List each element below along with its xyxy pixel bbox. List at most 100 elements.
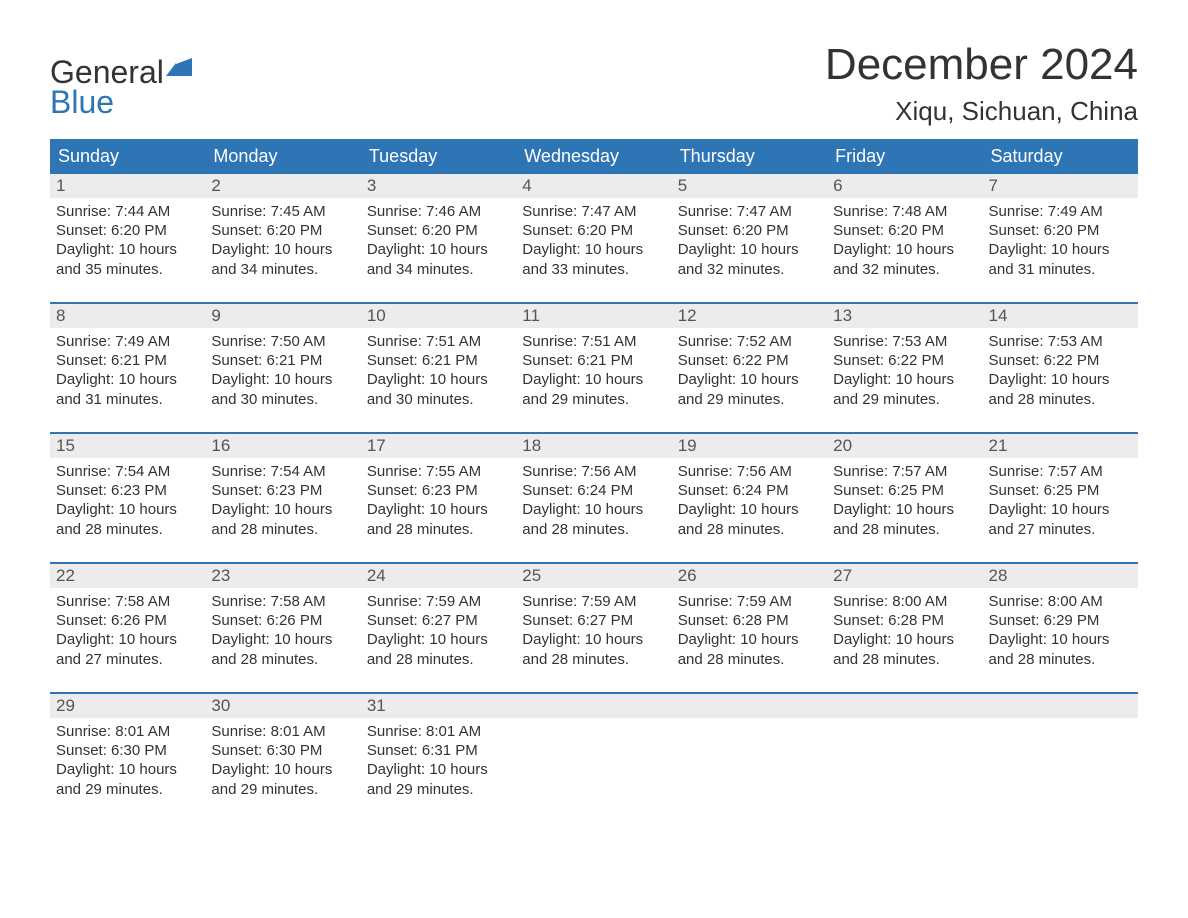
day-cell: 20Sunrise: 7:57 AMSunset: 6:25 PMDayligh… [827,434,982,562]
day-number [516,694,671,718]
sunset-line: Sunset: 6:20 PM [367,221,510,240]
day-number: 4 [516,174,671,198]
weekday-header: Friday [827,139,982,174]
sunrise-line: Sunrise: 7:59 AM [678,592,821,611]
day-details: Sunrise: 7:53 AMSunset: 6:22 PMDaylight:… [827,328,982,415]
day-cell: 24Sunrise: 7:59 AMSunset: 6:27 PMDayligh… [361,564,516,692]
sunrise-line: Sunrise: 7:57 AM [989,462,1132,481]
day-details: Sunrise: 7:58 AMSunset: 6:26 PMDaylight:… [205,588,360,675]
day-details: Sunrise: 7:45 AMSunset: 6:20 PMDaylight:… [205,198,360,285]
daylight-line: Daylight: 10 hours and 28 minutes. [211,500,354,538]
daylight-line: Daylight: 10 hours and 29 minutes. [56,760,199,798]
day-details: Sunrise: 7:58 AMSunset: 6:26 PMDaylight:… [50,588,205,675]
day-cell [672,694,827,822]
sunrise-line: Sunrise: 7:53 AM [989,332,1132,351]
day-cell: 2Sunrise: 7:45 AMSunset: 6:20 PMDaylight… [205,174,360,302]
day-number: 29 [50,694,205,718]
daylight-line: Daylight: 10 hours and 35 minutes. [56,240,199,278]
sunset-line: Sunset: 6:29 PM [989,611,1132,630]
sunrise-line: Sunrise: 7:54 AM [211,462,354,481]
sunset-line: Sunset: 6:20 PM [56,221,199,240]
page-header: General Blue December 2024 Xiqu, Sichuan… [50,40,1138,127]
sunrise-line: Sunrise: 8:00 AM [833,592,976,611]
sunrise-line: Sunrise: 7:45 AM [211,202,354,221]
sunrise-line: Sunrise: 7:51 AM [522,332,665,351]
day-number: 17 [361,434,516,458]
sunrise-line: Sunrise: 7:48 AM [833,202,976,221]
sunset-line: Sunset: 6:20 PM [678,221,821,240]
day-number: 26 [672,564,827,588]
day-details: Sunrise: 8:01 AMSunset: 6:30 PMDaylight:… [205,718,360,805]
day-number: 23 [205,564,360,588]
day-cell: 6Sunrise: 7:48 AMSunset: 6:20 PMDaylight… [827,174,982,302]
sunset-line: Sunset: 6:20 PM [522,221,665,240]
sunrise-line: Sunrise: 7:47 AM [678,202,821,221]
sunset-line: Sunset: 6:20 PM [833,221,976,240]
daylight-line: Daylight: 10 hours and 29 minutes. [211,760,354,798]
day-number: 20 [827,434,982,458]
day-number: 5 [672,174,827,198]
sunrise-line: Sunrise: 7:51 AM [367,332,510,351]
day-number: 28 [983,564,1138,588]
day-cell: 28Sunrise: 8:00 AMSunset: 6:29 PMDayligh… [983,564,1138,692]
sunrise-line: Sunrise: 7:47 AM [522,202,665,221]
day-cell: 1Sunrise: 7:44 AMSunset: 6:20 PMDaylight… [50,174,205,302]
sunset-line: Sunset: 6:22 PM [833,351,976,370]
sunset-line: Sunset: 6:30 PM [56,741,199,760]
location-subtitle: Xiqu, Sichuan, China [825,96,1138,127]
flag-icon [166,58,194,83]
day-number: 7 [983,174,1138,198]
day-cell: 22Sunrise: 7:58 AMSunset: 6:26 PMDayligh… [50,564,205,692]
day-details: Sunrise: 7:46 AMSunset: 6:20 PMDaylight:… [361,198,516,285]
day-cell [516,694,671,822]
day-cell: 27Sunrise: 8:00 AMSunset: 6:28 PMDayligh… [827,564,982,692]
sunset-line: Sunset: 6:26 PM [211,611,354,630]
sunset-line: Sunset: 6:25 PM [833,481,976,500]
day-details: Sunrise: 7:54 AMSunset: 6:23 PMDaylight:… [50,458,205,545]
sunset-line: Sunset: 6:26 PM [56,611,199,630]
sunset-line: Sunset: 6:30 PM [211,741,354,760]
daylight-line: Daylight: 10 hours and 32 minutes. [678,240,821,278]
calendar-week: 15Sunrise: 7:54 AMSunset: 6:23 PMDayligh… [50,432,1138,562]
day-details: Sunrise: 7:59 AMSunset: 6:27 PMDaylight:… [516,588,671,675]
daylight-line: Daylight: 10 hours and 29 minutes. [367,760,510,798]
day-details: Sunrise: 7:54 AMSunset: 6:23 PMDaylight:… [205,458,360,545]
sunset-line: Sunset: 6:21 PM [522,351,665,370]
day-cell [827,694,982,822]
sunset-line: Sunset: 6:24 PM [522,481,665,500]
sunrise-line: Sunrise: 7:58 AM [211,592,354,611]
daylight-line: Daylight: 10 hours and 28 minutes. [522,630,665,668]
day-number: 16 [205,434,360,458]
sunrise-line: Sunrise: 7:53 AM [833,332,976,351]
day-details: Sunrise: 7:50 AMSunset: 6:21 PMDaylight:… [205,328,360,415]
calendar-week: 1Sunrise: 7:44 AMSunset: 6:20 PMDaylight… [50,174,1138,302]
day-details: Sunrise: 7:47 AMSunset: 6:20 PMDaylight:… [516,198,671,285]
day-number: 11 [516,304,671,328]
sunset-line: Sunset: 6:20 PM [989,221,1132,240]
weekday-header: Sunday [50,139,205,174]
day-cell: 8Sunrise: 7:49 AMSunset: 6:21 PMDaylight… [50,304,205,432]
day-cell: 10Sunrise: 7:51 AMSunset: 6:21 PMDayligh… [361,304,516,432]
daylight-line: Daylight: 10 hours and 33 minutes. [522,240,665,278]
daylight-line: Daylight: 10 hours and 28 minutes. [367,630,510,668]
weekday-header: Thursday [672,139,827,174]
day-details: Sunrise: 7:55 AMSunset: 6:23 PMDaylight:… [361,458,516,545]
day-number: 14 [983,304,1138,328]
daylight-line: Daylight: 10 hours and 28 minutes. [678,630,821,668]
daylight-line: Daylight: 10 hours and 27 minutes. [989,500,1132,538]
daylight-line: Daylight: 10 hours and 28 minutes. [56,500,199,538]
sunrise-line: Sunrise: 7:49 AM [989,202,1132,221]
day-number [672,694,827,718]
day-cell: 21Sunrise: 7:57 AMSunset: 6:25 PMDayligh… [983,434,1138,562]
daylight-line: Daylight: 10 hours and 31 minutes. [989,240,1132,278]
day-cell: 25Sunrise: 7:59 AMSunset: 6:27 PMDayligh… [516,564,671,692]
daylight-line: Daylight: 10 hours and 34 minutes. [367,240,510,278]
day-cell: 30Sunrise: 8:01 AMSunset: 6:30 PMDayligh… [205,694,360,822]
day-details: Sunrise: 7:49 AMSunset: 6:21 PMDaylight:… [50,328,205,415]
daylight-line: Daylight: 10 hours and 29 minutes. [833,370,976,408]
day-details: Sunrise: 7:57 AMSunset: 6:25 PMDaylight:… [983,458,1138,545]
daylight-line: Daylight: 10 hours and 31 minutes. [56,370,199,408]
sunset-line: Sunset: 6:21 PM [211,351,354,370]
daylight-line: Daylight: 10 hours and 28 minutes. [211,630,354,668]
sunset-line: Sunset: 6:25 PM [989,481,1132,500]
